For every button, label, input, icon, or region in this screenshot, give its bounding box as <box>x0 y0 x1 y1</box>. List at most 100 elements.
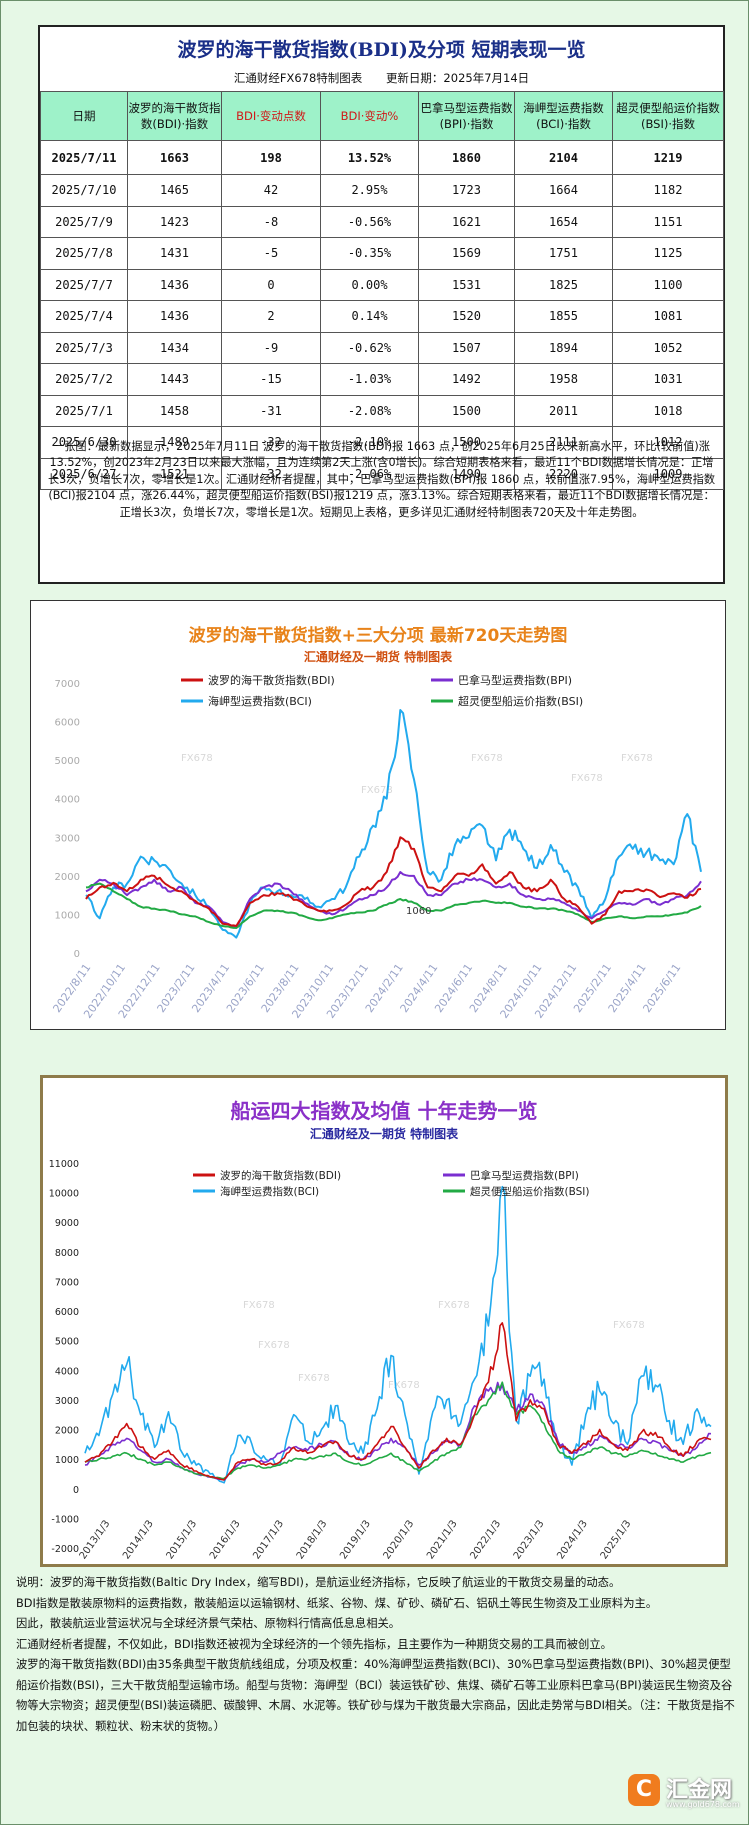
logo-url: www.gold678.com <box>666 1800 740 1809</box>
cell-date: 2025/6/27 <box>40 457 128 490</box>
y-tick-label: -1000 <box>51 1514 79 1525</box>
chart-title: 船运四大指数及均值 十年走势一览 <box>231 1099 538 1123</box>
cell-change-points: -31 <box>221 394 321 427</box>
chart-subtitle: 汇通财经及一期货 特制图表 <box>304 649 453 664</box>
y-tick-label: 11000 <box>49 1159 79 1170</box>
series-line-bci <box>85 709 702 939</box>
cell-change-pct: 0.00% <box>320 268 419 301</box>
table-note: 一张图：最新数据显示，2025年7月11日 波罗的海干散货指数(BDI)报 16… <box>47 440 716 519</box>
watermark: FX678 <box>361 785 393 796</box>
cell-change-pct: -0.56% <box>320 205 419 238</box>
cell-bdi: 1423 <box>127 205 222 238</box>
x-tick-label: 2013/1/3 <box>78 1518 113 1561</box>
watermark: FX678 <box>258 1340 290 1351</box>
x-tick-label: 2016/1/3 <box>208 1518 243 1561</box>
cell-bdi: 1436 <box>127 268 222 301</box>
table-row: 2025/7/10 1465 42 2.95% 1723 1664 1182 <box>40 174 724 207</box>
cell-change-pct: -0.62% <box>320 331 419 364</box>
table-row: 2025/7/11 1663 198 13.52% 1860 2104 1219 <box>40 140 724 175</box>
watermark: FX678 <box>438 1300 470 1311</box>
legend-label: 海岬型运费指数(BCI) <box>208 694 312 708</box>
cell-change-pct: -0.35% <box>320 237 419 270</box>
legend-label: 超灵便型船运价指数(BSI) <box>458 694 583 708</box>
table-title: 波罗的海干散货指数(BDI)及分项 短期表现一览 <box>177 39 586 61</box>
table-update-date: 更新日期：2025年7月14日 <box>385 71 530 85</box>
y-tick-label: -2000 <box>51 1544 79 1555</box>
y-tick-label: 1000 <box>55 1455 79 1466</box>
cell-bci: 1855 <box>514 300 613 333</box>
cell-change-pct: -2.08% <box>320 394 419 427</box>
cell-date: 2025/7/9 <box>40 205 128 238</box>
cell-bsi: 1081 <box>612 300 724 333</box>
y-tick-label: 2000 <box>55 872 80 883</box>
x-tick-label: 2025/1/3 <box>599 1518 634 1561</box>
header-bsi: 超灵便型船运价指数(BSI)·指数 <box>612 91 724 141</box>
y-tick-label: 6000 <box>55 1307 79 1318</box>
cell-bpi: 1507 <box>418 331 515 364</box>
table-row: 2025/6/30 1489 -32 -2.10% 1500 2111 1012 <box>40 426 724 459</box>
header-bci: 海岬型运费指数(BCI)·指数 <box>514 91 613 141</box>
y-tick-label: 10000 <box>49 1189 79 1200</box>
cell-bdi: 1465 <box>127 174 222 207</box>
legend-label: 海岬型运费指数(BCI) <box>220 1185 319 1198</box>
cell-bsi: 1100 <box>612 268 724 301</box>
watermark: FX678 <box>613 1320 645 1331</box>
cell-bci: 1664 <box>514 174 613 207</box>
cell-bci: 1958 <box>514 363 613 396</box>
cell-bsi: 1151 <box>612 205 724 238</box>
cell-bpi: 1531 <box>418 268 515 301</box>
x-tick-label: 2020/1/3 <box>382 1518 417 1561</box>
chart-720-day-panel: 波罗的海干散货指数+三大分项 最新720天走势图 汇通财经及一期货 特制图表 0 10… <box>30 600 726 1030</box>
series-line-bdi <box>85 836 702 927</box>
x-tick-label: 2015/1/3 <box>165 1518 200 1561</box>
cell-date: 2025/7/8 <box>40 237 128 270</box>
y-tick-label: 0 <box>74 949 80 960</box>
cell-bdi: 1489 <box>127 426 222 459</box>
watermark: FX678 <box>471 753 503 764</box>
header-bpi: 巴拿马型运费指数(BPI)·指数 <box>418 91 515 141</box>
cell-change-points: 198 <box>221 140 321 175</box>
site-logo[interactable]: C 汇金网 www.gold678.com <box>622 1766 742 1816</box>
explanation-line: 波罗的海干散货指数(BDI)由35条典型干散货航线组成，分项及权重：40%海岬型… <box>16 1658 735 1733</box>
cell-bci: 2011 <box>514 394 613 427</box>
header-date: 日期 <box>40 91 128 141</box>
y-tick-label: 5000 <box>55 1337 79 1348</box>
watermark: FX678 <box>621 753 653 764</box>
explanation-line: BDI指数是散装原物料的运费指数，散装船运以运输钢材、纸浆、谷物、煤、矿砂、磷矿… <box>16 1596 658 1610</box>
cell-bsi: 1182 <box>612 174 724 207</box>
x-tick-label: 2019/1/3 <box>338 1518 373 1561</box>
watermark: FX678 <box>298 1373 330 1384</box>
x-tick-label: 2017/1/3 <box>251 1518 286 1561</box>
x-tick-label: 2023/1/3 <box>512 1518 547 1561</box>
table-row: 2025/7/9 1423 -8 -0.56% 1621 1654 1151 <box>40 205 724 238</box>
logo-icon: C <box>628 1774 660 1806</box>
series-line-bsi <box>85 882 702 929</box>
table-row: 2025/7/2 1443 -15 -1.03% 1492 1958 1031 <box>40 363 724 396</box>
table-header-row: 日期 波罗的海干散货指数(BDI)·指数 BDI·变动点数 BDI·变动% 巴拿… <box>40 91 724 141</box>
table-source: 汇通财经FX678特制图表 <box>233 71 363 85</box>
cell-date: 2025/7/7 <box>40 268 128 301</box>
y-tick-label: 8000 <box>55 1248 79 1259</box>
y-tick-label: 3000 <box>55 1396 79 1407</box>
cell-bdi: 1434 <box>127 331 222 364</box>
cell-bsi: 1125 <box>612 237 724 270</box>
x-tick-label: 2021/1/3 <box>425 1518 460 1561</box>
series-line-bci <box>84 1185 712 1484</box>
cell-bpi: 1520 <box>418 300 515 333</box>
cell-change-points: -32 <box>221 457 321 490</box>
header-bdi-change-pct: BDI·变动% <box>320 91 419 141</box>
explanation-line: 因此，散装航运业营运状况与全球经济景气荣枯、原物料行情高低息息相关。 <box>16 1617 401 1630</box>
y-tick-label: 1000 <box>55 910 80 921</box>
cell-change-pct: -1.03% <box>320 363 419 396</box>
y-tick-label: 5000 <box>55 756 80 767</box>
cell-change-pct: 0.14% <box>320 300 419 333</box>
x-tick-label: 2018/1/3 <box>295 1518 330 1561</box>
cell-bpi: 1860 <box>418 140 515 175</box>
table-row: 2025/7/3 1434 -9 -0.62% 1507 1894 1052 <box>40 331 724 364</box>
cell-bsi: 1012 <box>612 426 724 459</box>
cell-bsi: 1018 <box>612 394 724 427</box>
table-row: 2025/7/1 1458 -31 -2.08% 1500 2011 1018 <box>40 394 724 427</box>
cell-date: 2025/7/10 <box>40 174 128 207</box>
cell-bdi: 1458 <box>127 394 222 427</box>
cell-bdi: 1431 <box>127 237 222 270</box>
